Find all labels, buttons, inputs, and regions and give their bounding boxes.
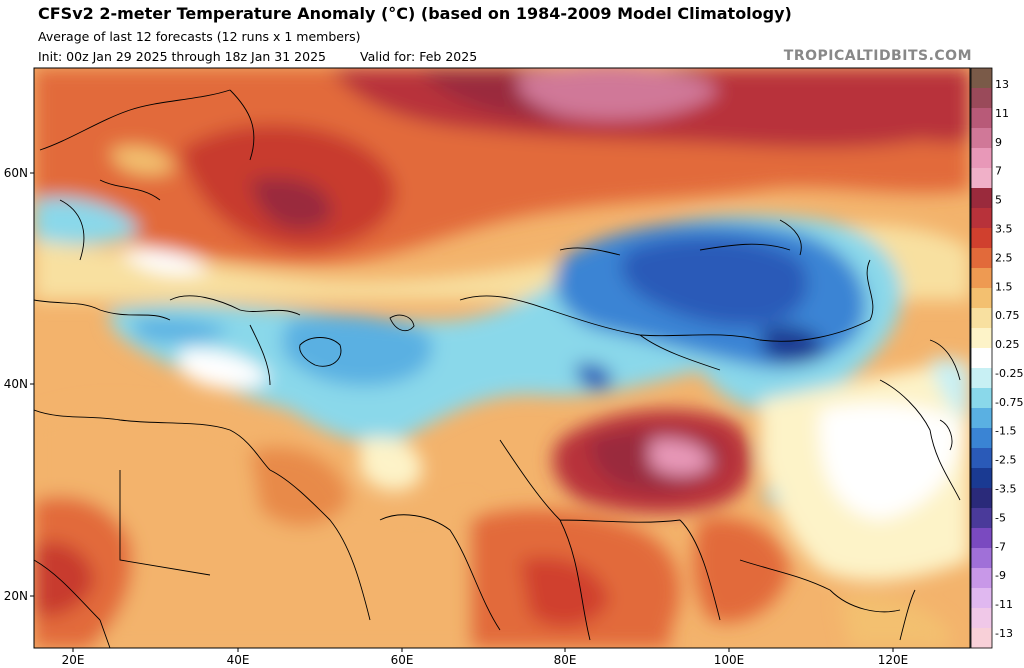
longitude-label: 60E (391, 653, 414, 667)
colorbar-swatch (971, 268, 992, 289)
valid-text: Valid for: Feb 2025 (359, 49, 478, 64)
colorbar-swatch (971, 208, 992, 229)
map-frame (33, 67, 971, 649)
longitude-label: 80E (554, 653, 577, 667)
map-info-line: Init: 00z Jan 29 2025 through 18z Jan 31… (38, 49, 477, 64)
colorbar-swatch (971, 128, 992, 149)
colorbar-label: 2.5 (995, 251, 1013, 264)
source-credit: TROPICALTIDBITS.COM (783, 48, 972, 64)
colorbar-label: -3.5 (995, 483, 1016, 496)
colorbar-swatch (971, 468, 992, 489)
colorbar-label: -13 (995, 627, 1013, 640)
colorbar-label: 3.5 (995, 222, 1013, 235)
colorbar-swatch (971, 428, 992, 449)
colorbar-swatch (971, 248, 992, 269)
colorbar-frame (970, 67, 993, 649)
colorbar-label: -11 (995, 598, 1013, 611)
colorbar-swatch (971, 68, 992, 89)
latitude-ticks: 60N 40N 20N (4, 166, 34, 603)
colorbar-swatch (971, 188, 992, 209)
anomaly-field (34, 68, 970, 648)
latitude-label: 20N (4, 589, 28, 603)
colorbar-label: 5 (995, 194, 1002, 207)
colorbar-swatch (971, 168, 992, 189)
colorbar-swatch (971, 508, 992, 529)
colorbar-label: 0.25 (995, 338, 1020, 351)
colorbar-swatch (971, 288, 992, 309)
colorbar-label: 13 (995, 78, 1009, 91)
colorbar-swatch (971, 88, 992, 109)
colorbar-label: 1.5 (995, 280, 1013, 293)
colorbar-swatch (971, 388, 992, 409)
map-title: CFSv2 2-meter Temperature Anomaly (°C) (… (38, 4, 792, 23)
colorbar-swatch (971, 328, 992, 349)
map-subtitle: Average of last 12 forecasts (12 runs x … (38, 29, 361, 44)
colorbar-label: -2.5 (995, 454, 1016, 467)
colorbar-label: -1.5 (995, 425, 1016, 438)
longitude-label: 120E (878, 653, 909, 667)
colorbar-swatch (971, 628, 992, 649)
colorbar-swatch (971, 108, 992, 129)
colorbar-swatch (971, 308, 992, 329)
colorbar-label: 7 (995, 165, 1002, 178)
colorbar-swatch (971, 588, 992, 609)
colorbar-swatch (971, 368, 992, 389)
latitude-label: 60N (4, 166, 28, 180)
init-text: Init: 00z Jan 29 2025 through 18z Jan 31… (38, 49, 326, 64)
longitude-label: 40E (227, 653, 250, 667)
colorbar: 13 11 9 7 5 3.5 2.5 1.5 0.75 0.25 -0.25 -0.75 -1.5 -2… (970, 67, 1023, 649)
colorbar-swatch (971, 348, 992, 369)
colorbar-swatch (971, 488, 992, 509)
colorbar-swatch (971, 148, 992, 169)
colorbar-label: -9 (995, 569, 1006, 582)
colorbar-label: -0.25 (995, 367, 1023, 380)
colorbar-label: -5 (995, 511, 1006, 524)
colorbar-label: 9 (995, 136, 1002, 149)
longitude-ticks: 20E 40E 60E 80E 100E 120E (62, 648, 909, 667)
colorbar-label: -7 (995, 540, 1006, 553)
colorbar-label: 0.75 (995, 309, 1020, 322)
colorbar-label: 11 (995, 107, 1009, 120)
coastlines (34, 89, 961, 648)
colorbar-swatch (971, 528, 992, 549)
colorbar-swatch (971, 228, 992, 249)
colorbar-swatch (971, 448, 992, 469)
colorbar-swatch (971, 568, 992, 589)
colorbar-swatch (971, 608, 992, 629)
longitude-label: 20E (62, 653, 85, 667)
colorbar-label: -0.75 (995, 396, 1023, 409)
colorbar-swatch (971, 548, 992, 569)
longitude-label: 100E (714, 653, 745, 667)
latitude-label: 40N (4, 377, 28, 391)
colorbar-swatch (971, 408, 992, 429)
